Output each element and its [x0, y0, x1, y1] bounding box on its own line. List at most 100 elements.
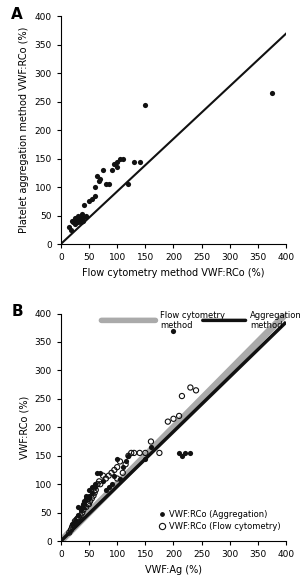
Point: [67, 528, 72, 537]
Legend: VWF:RCo (Aggregation), VWF:RCo (Flow cytometry): VWF:RCo (Aggregation), VWF:RCo (Flow cyt…: [157, 508, 282, 532]
Point: [87, 494, 91, 503]
Point: [70, 519, 75, 529]
Point: [71, 521, 76, 530]
Point: [92, 480, 97, 489]
Point: [177, 411, 182, 420]
Point: [68, 225, 73, 234]
Point: [182, 448, 187, 458]
Point: [148, 442, 153, 452]
Point: [92, 482, 97, 491]
Point: [112, 160, 117, 169]
Text: Aggregation
method: Aggregation method: [250, 311, 302, 330]
Point: [143, 448, 148, 458]
Y-axis label: Platelet aggregation method VWF:RCo (%): Platelet aggregation method VWF:RCo (%): [19, 27, 29, 233]
Point: [98, 480, 103, 489]
Point: [75, 514, 80, 523]
Point: [74, 515, 79, 524]
Point: [106, 180, 111, 189]
Point: [81, 505, 86, 514]
Point: [78, 217, 83, 227]
Point: [95, 171, 100, 180]
Point: [115, 462, 120, 472]
Point: [171, 326, 176, 335]
Point: [143, 454, 148, 463]
Point: [101, 471, 106, 480]
Point: [98, 468, 103, 477]
Point: [92, 488, 97, 497]
Point: [92, 191, 97, 201]
Point: [81, 503, 86, 512]
Point: [103, 180, 108, 189]
Point: [85, 500, 90, 509]
Point: [87, 485, 91, 494]
Point: [87, 500, 91, 509]
Point: [75, 211, 80, 220]
Point: [82, 201, 87, 210]
Point: [132, 157, 136, 166]
Text: B: B: [11, 304, 23, 319]
Point: [115, 157, 120, 166]
Point: [188, 448, 193, 458]
Point: [97, 477, 102, 486]
Point: [72, 517, 77, 526]
Point: [76, 216, 81, 225]
Point: [75, 503, 80, 512]
Point: [81, 214, 86, 223]
Point: [67, 222, 72, 231]
Point: [106, 482, 111, 491]
Point: [76, 512, 81, 522]
Point: [120, 154, 125, 163]
X-axis label: Flow cytometry method VWF:RCo (%): Flow cytometry method VWF:RCo (%): [82, 268, 265, 278]
Point: [177, 448, 182, 458]
Point: [89, 488, 94, 497]
Point: [101, 166, 106, 175]
Point: [103, 474, 108, 483]
Point: [84, 491, 89, 500]
Point: [78, 217, 83, 226]
Point: [126, 180, 131, 189]
Point: [70, 522, 75, 532]
Point: [120, 462, 125, 472]
Point: [109, 468, 114, 477]
Point: [171, 414, 176, 423]
Point: [78, 505, 83, 514]
Point: [112, 471, 117, 480]
Point: [68, 525, 73, 535]
Point: [123, 459, 128, 469]
Point: [165, 417, 170, 426]
Text: A: A: [11, 8, 23, 22]
Point: [78, 212, 83, 222]
Point: [115, 454, 120, 463]
Point: [89, 482, 94, 491]
Point: [87, 196, 91, 206]
Point: [75, 511, 80, 520]
Point: [81, 217, 86, 226]
Point: [72, 219, 77, 229]
Point: [103, 485, 108, 494]
Point: [126, 451, 131, 461]
Point: [129, 448, 134, 458]
Point: [188, 383, 193, 392]
Point: [148, 437, 153, 446]
Point: [91, 491, 96, 500]
Point: [118, 457, 123, 466]
Point: [87, 491, 91, 500]
Point: [123, 457, 128, 466]
Point: [112, 465, 117, 475]
Point: [115, 474, 120, 483]
Y-axis label: VWF:RCo (%): VWF:RCo (%): [19, 396, 29, 459]
Point: [143, 100, 148, 110]
Point: [71, 217, 76, 227]
Point: [93, 485, 98, 494]
Point: [115, 163, 120, 172]
Point: [137, 157, 142, 166]
Point: [72, 517, 77, 526]
Point: [137, 448, 142, 458]
Point: [109, 166, 114, 175]
Point: [95, 480, 100, 489]
Point: [70, 217, 75, 226]
Point: [74, 217, 79, 226]
Point: [101, 477, 106, 486]
Point: [80, 210, 85, 219]
Point: [72, 214, 77, 223]
